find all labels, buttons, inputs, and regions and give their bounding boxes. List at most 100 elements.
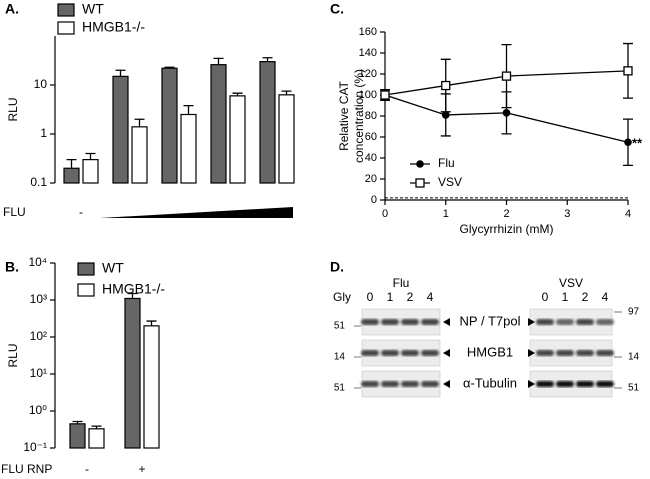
lane-label: 2 — [582, 290, 589, 304]
y-axis-label: concentration (%) — [352, 69, 366, 163]
error-bar — [164, 66, 175, 69]
marker — [502, 109, 511, 117]
blot-title: VSV — [559, 276, 583, 290]
x-tick-label: - — [79, 205, 83, 219]
panel-label: B. — [5, 259, 19, 275]
line — [384, 70, 629, 96]
y-axis-label: RLU — [6, 97, 20, 121]
lane-label: 1 — [387, 290, 394, 304]
legend-label: VSV — [438, 175, 462, 189]
blot-band — [361, 350, 379, 356]
error-bar — [91, 425, 102, 429]
lane-label: 0 — [367, 290, 374, 304]
legend-swatch — [77, 262, 95, 276]
lane-label: 4 — [427, 290, 434, 304]
blot-band — [361, 381, 379, 387]
x-tick-label: 2 — [503, 208, 509, 220]
error-bar — [183, 104, 194, 115]
row-label: HMGB1 — [467, 344, 513, 359]
panel-label: D. — [330, 259, 344, 275]
y-tick-label: 140 — [359, 47, 377, 59]
lane-label: 0 — [542, 290, 549, 304]
y-tick-label: 120 — [359, 68, 377, 80]
marker — [416, 160, 424, 168]
size-marker: 51 — [334, 321, 346, 332]
blot-band — [576, 381, 594, 387]
marker — [501, 71, 512, 81]
annotation: ** — [632, 136, 643, 151]
y-tick-label: 60 — [365, 131, 377, 143]
lane-label: 1 — [562, 290, 569, 304]
error-bar — [262, 57, 273, 62]
y-tick-label: 10³ — [30, 292, 47, 306]
bar — [180, 113, 197, 184]
arrow-left — [443, 349, 450, 357]
y-tick-label: 160 — [359, 26, 377, 38]
blot-band — [381, 350, 399, 356]
dose-wedge — [100, 207, 293, 218]
blot-band — [556, 350, 574, 356]
marker — [380, 90, 390, 100]
x-tick-label: - — [85, 462, 89, 476]
y-axis-label: RLU — [6, 343, 20, 367]
blot-band — [576, 350, 594, 356]
x-tick-label: 3 — [564, 208, 570, 220]
blot-band — [576, 319, 594, 325]
error-bar — [213, 57, 224, 65]
bar — [143, 325, 160, 449]
x-axis-label: FLU — [3, 205, 26, 219]
blot-band — [556, 381, 574, 387]
blot-band — [381, 319, 399, 325]
row-label: α-Tubulin — [463, 375, 517, 390]
y-axis-label: Relative CAT — [337, 80, 351, 150]
error-bar — [146, 320, 157, 326]
y-tick-label: 10⁻¹ — [23, 440, 47, 454]
marker — [441, 80, 451, 91]
lane-label: 4 — [602, 290, 609, 304]
blot-band — [596, 381, 614, 387]
bar — [210, 64, 227, 184]
arrow-left — [443, 380, 450, 388]
blot-band — [361, 319, 379, 325]
blot-band — [556, 319, 574, 325]
marker — [624, 138, 632, 147]
y-tick-label: 10⁰ — [29, 403, 47, 417]
gly-label: Gly — [333, 290, 351, 304]
size-marker: 51 — [628, 383, 640, 394]
y-tick-label: 0.1 — [30, 175, 47, 189]
bar — [124, 297, 141, 449]
blot-title: Flu — [393, 276, 410, 290]
marker — [415, 178, 425, 188]
size-marker: 14 — [628, 352, 640, 363]
legend-label: Flu — [438, 156, 455, 170]
legend-swatch — [57, 21, 75, 35]
bar — [88, 428, 105, 449]
legend-swatch — [77, 283, 95, 297]
line — [384, 94, 629, 143]
bar — [278, 94, 295, 184]
arrow-right — [528, 380, 535, 388]
y-tick-label: 10 — [34, 77, 48, 91]
legend-label: WT — [102, 260, 124, 276]
arrow-left — [443, 318, 450, 326]
blot-band — [421, 381, 439, 387]
legend-label: HMGB1-/- — [82, 19, 145, 35]
x-tick-label: + — [138, 462, 145, 476]
x-tick-label: 0 — [382, 208, 388, 220]
marker — [441, 111, 450, 119]
blot-band — [596, 319, 614, 325]
error-bar — [127, 292, 138, 299]
blot-band — [401, 319, 419, 325]
y-tick-label: 40 — [365, 152, 377, 164]
bar — [82, 159, 99, 184]
legend-label: WT — [82, 1, 104, 17]
error-bar — [281, 90, 292, 95]
panel-label: A. — [5, 1, 19, 17]
lane-label: 2 — [407, 290, 414, 304]
size-marker: 51 — [334, 383, 346, 394]
y-tick-label: 100 — [359, 89, 377, 101]
bar — [69, 423, 86, 449]
x-tick-label: 4 — [625, 208, 631, 220]
size-marker: 14 — [334, 352, 346, 363]
